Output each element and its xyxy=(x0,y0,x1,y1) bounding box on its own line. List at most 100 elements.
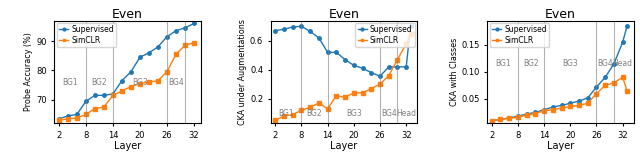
Legend: Supervised, SimCLR: Supervised, SimCLR xyxy=(490,23,549,47)
Supervised xyxy=(610,63,618,65)
Text: BG1: BG1 xyxy=(62,78,78,87)
Supervised xyxy=(557,104,565,106)
SimCLR xyxy=(145,81,153,83)
Text: Head: Head xyxy=(612,59,633,68)
SimCLR xyxy=(280,115,288,117)
Supervised xyxy=(566,102,574,104)
Text: BG3: BG3 xyxy=(132,78,148,87)
Text: Head: Head xyxy=(396,109,416,118)
Supervised xyxy=(73,113,81,115)
SimCLR xyxy=(593,93,600,94)
SimCLR xyxy=(271,119,279,121)
SimCLR xyxy=(91,108,99,109)
Legend: Supervised, SimCLR: Supervised, SimCLR xyxy=(57,23,116,47)
Supervised xyxy=(163,36,171,38)
Supervised xyxy=(100,94,108,96)
Legend: Supervised, SimCLR: Supervised, SimCLR xyxy=(355,23,415,47)
Line: SimCLR: SimCLR xyxy=(273,32,412,122)
SimCLR xyxy=(376,83,384,85)
Text: BG4: BG4 xyxy=(381,109,397,118)
SimCLR xyxy=(163,71,171,73)
SimCLR xyxy=(575,104,583,106)
Supervised xyxy=(82,100,90,102)
Text: BG4: BG4 xyxy=(597,59,613,68)
Supervised xyxy=(523,113,531,115)
Text: BG2: BG2 xyxy=(523,59,539,68)
SimCLR xyxy=(566,106,574,107)
Y-axis label: Probe Accuracy (%): Probe Accuracy (%) xyxy=(24,32,33,111)
Line: SimCLR: SimCLR xyxy=(57,41,196,122)
Supervised xyxy=(514,115,522,117)
SimCLR xyxy=(190,42,198,43)
Supervised xyxy=(55,118,63,120)
Supervised xyxy=(271,30,279,32)
Supervised xyxy=(91,94,99,96)
Y-axis label: CKA under Augmentations: CKA under Augmentations xyxy=(238,19,247,125)
SimCLR xyxy=(73,117,81,119)
Supervised xyxy=(172,30,180,32)
SimCLR xyxy=(181,45,189,46)
Supervised xyxy=(307,30,314,32)
Line: SimCLR: SimCLR xyxy=(490,76,628,122)
SimCLR xyxy=(136,83,144,85)
Supervised xyxy=(619,41,627,43)
Supervised xyxy=(593,86,600,88)
Supervised xyxy=(64,115,72,117)
Supervised xyxy=(109,93,116,95)
Text: BG2: BG2 xyxy=(92,78,108,87)
Text: BG3: BG3 xyxy=(563,59,578,68)
Supervised xyxy=(289,26,296,28)
X-axis label: Layer: Layer xyxy=(114,141,141,151)
SimCLR xyxy=(549,109,557,111)
Supervised xyxy=(341,59,349,61)
SimCLR xyxy=(602,85,609,86)
SimCLR xyxy=(307,106,314,108)
Supervised xyxy=(358,67,366,69)
SimCLR xyxy=(557,107,565,109)
SimCLR xyxy=(341,96,349,98)
Line: Supervised: Supervised xyxy=(490,24,628,122)
SimCLR xyxy=(82,113,90,115)
SimCLR xyxy=(358,92,366,94)
SimCLR xyxy=(619,76,627,78)
Supervised xyxy=(575,100,583,102)
Supervised xyxy=(403,66,410,68)
SimCLR xyxy=(289,114,296,115)
Line: Supervised: Supervised xyxy=(273,24,412,78)
Supervised xyxy=(350,64,358,66)
SimCLR xyxy=(315,102,323,104)
SimCLR xyxy=(154,80,162,82)
SimCLR xyxy=(64,118,72,120)
Line: Supervised: Supervised xyxy=(57,22,196,121)
Supervised xyxy=(623,25,631,27)
SimCLR xyxy=(488,120,495,122)
SimCLR xyxy=(523,114,531,116)
SimCLR xyxy=(367,88,375,89)
SimCLR xyxy=(540,110,548,112)
Supervised xyxy=(407,25,415,27)
Text: BG2: BG2 xyxy=(307,109,323,118)
Supervised xyxy=(602,76,609,78)
Supervised xyxy=(385,66,392,68)
Supervised xyxy=(315,37,323,39)
SimCLR xyxy=(324,108,332,110)
SimCLR xyxy=(394,59,401,61)
X-axis label: Layer: Layer xyxy=(330,141,358,151)
SimCLR xyxy=(514,116,522,118)
Text: BG3: BG3 xyxy=(346,109,362,118)
Supervised xyxy=(127,71,135,73)
SimCLR xyxy=(109,94,116,96)
SimCLR xyxy=(350,92,358,94)
Y-axis label: CKA with Classes: CKA with Classes xyxy=(449,38,458,106)
SimCLR xyxy=(532,112,540,114)
Supervised xyxy=(333,51,340,53)
SimCLR xyxy=(385,75,392,76)
SimCLR xyxy=(55,119,63,121)
Supervised xyxy=(145,52,153,54)
SimCLR xyxy=(623,90,631,92)
Supervised xyxy=(367,72,375,74)
Supervised xyxy=(280,28,288,30)
Supervised xyxy=(181,27,189,29)
Supervised xyxy=(540,109,548,111)
Title: Even: Even xyxy=(545,8,576,21)
